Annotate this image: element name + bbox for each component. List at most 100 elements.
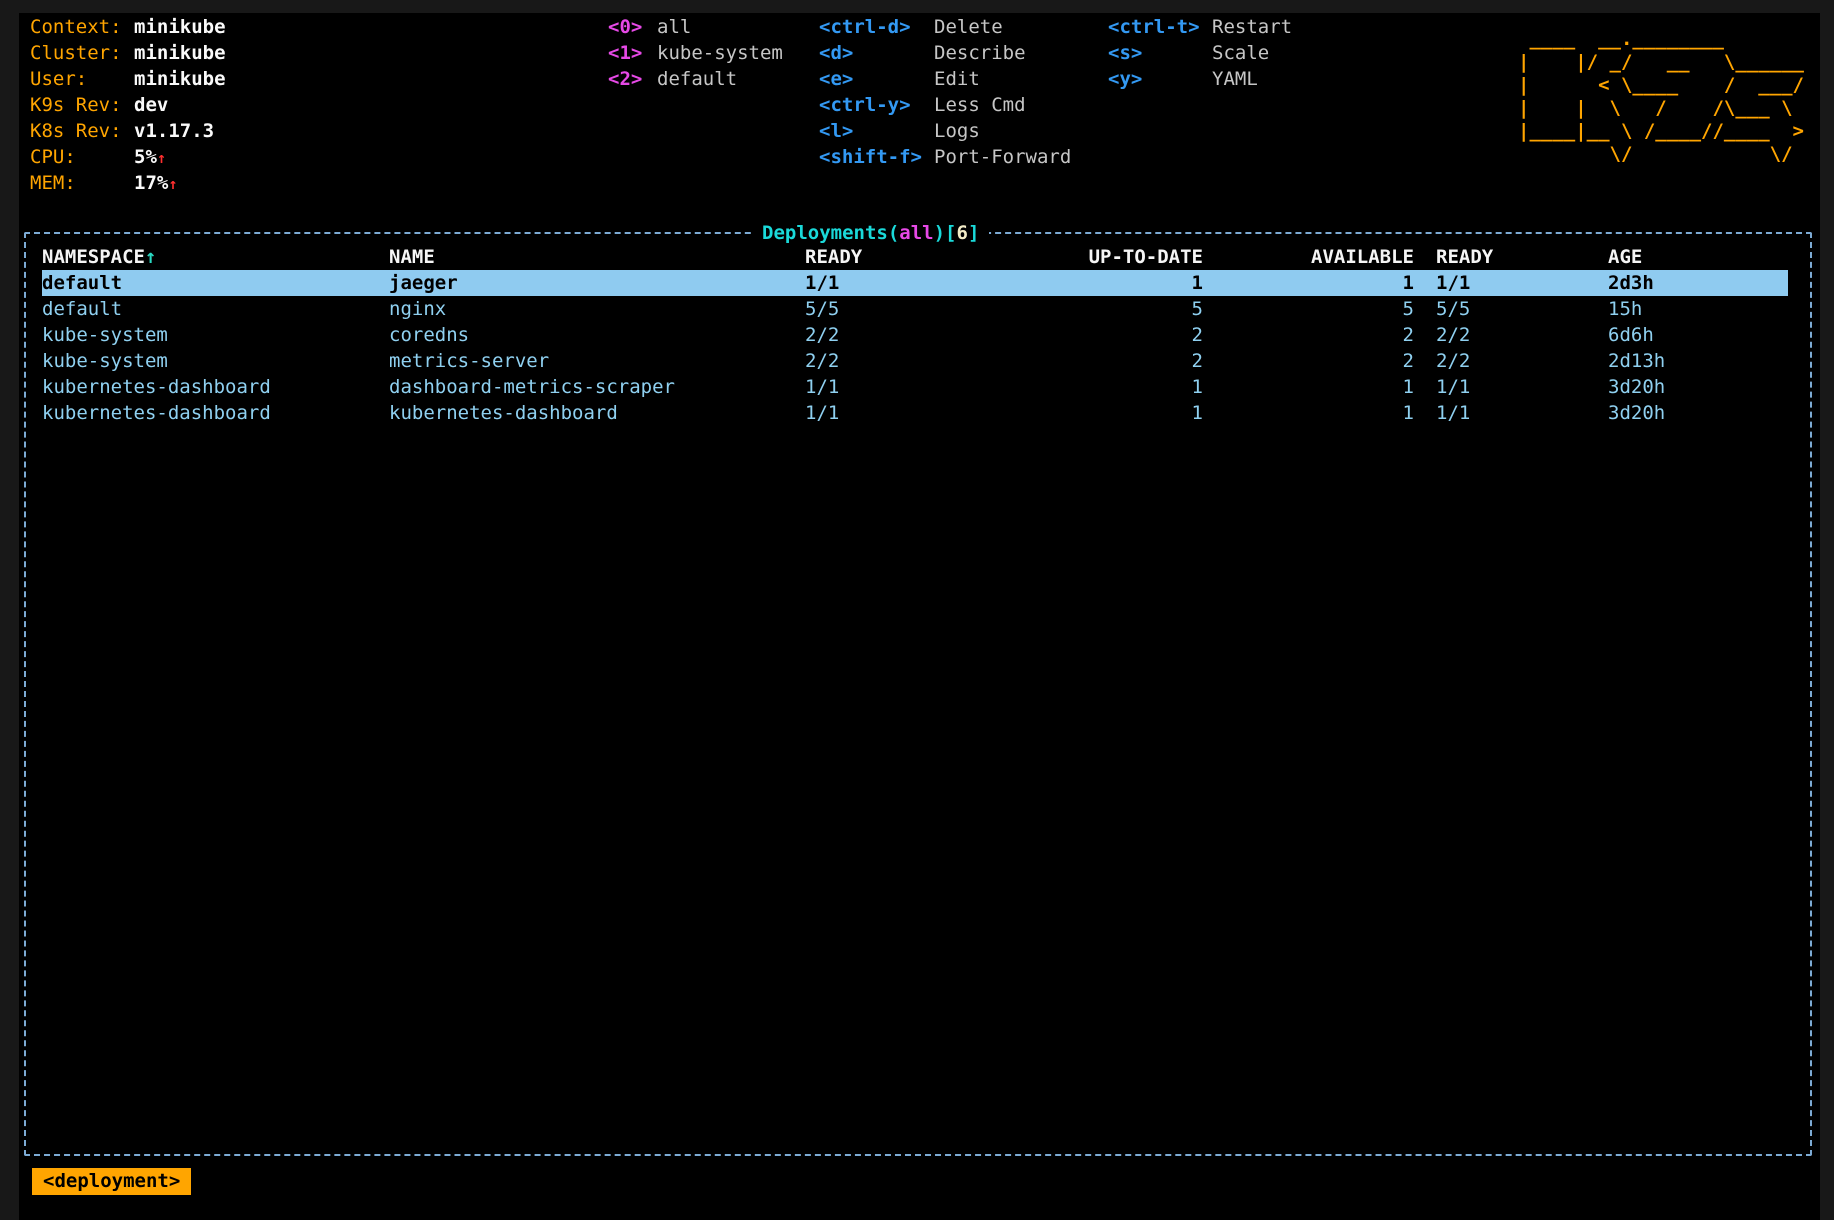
namespace-menu: <0> all <1> kube-system <2> default [608,14,783,92]
cell-name: metrics-server [389,350,550,372]
cell-name: coredns [389,324,470,346]
cluster-info-label: CPU: [30,146,76,168]
cluster-info-row: Context: minikube [30,14,226,40]
cell-namespace: kubernetes-dashboard [42,376,271,398]
table-row[interactable]: kube-system metrics-server 2/2 2 2 2/2 2… [42,348,1788,374]
cluster-info-value: v1.17.3 [134,120,215,142]
shortcut-label: Restart [1212,16,1293,38]
shortcut-label: all [657,16,692,38]
shortcut-key: <s> [1108,42,1143,64]
cluster-info-value: minikube [134,42,226,64]
cell-up-to-date: 1 [1191,376,1203,398]
shortcut-label: Delete [934,16,1003,38]
shortcut-key: <ctrl-y> [819,94,911,116]
cell-age: 3d20h [1608,376,1666,398]
title-count: 6 [956,222,968,244]
cell-name: kubernetes-dashboard [389,402,618,424]
namespace-shortcut[interactable]: <1> kube-system [608,40,783,66]
title-separator: )[ [933,222,957,244]
namespace-shortcut[interactable]: <2> default [608,66,783,92]
cluster-info-row: K9s Rev: dev [30,92,226,118]
cell-namespace: kube-system [42,350,168,372]
cell-ready-2: 1/1 [1436,402,1471,424]
shortcut-key: <ctrl-d> [819,16,911,38]
table-row[interactable]: kubernetes-dashboard dashboard-metrics-s… [42,374,1788,400]
cell-name: dashboard-metrics-scraper [389,376,675,398]
cell-up-to-date: 1 [1191,272,1203,294]
k9s-logo: ____ __.________ | |/ _/ __ \______ | < … [1518,28,1804,165]
shortcut-key: <shift-f> [819,146,922,168]
action-shortcut[interactable]: <s> Scale [1108,40,1292,66]
table-row[interactable]: default jaeger 1/1 1 1 1/1 2d3h [42,270,1788,296]
table-row[interactable]: default nginx 5/5 5 5 5/5 15h [42,296,1788,322]
cluster-info-label: K8s Rev: [30,120,122,142]
cell-name: jaeger [389,272,458,294]
action-shortcut[interactable]: <e> Edit [819,66,1071,92]
action-shortcut[interactable]: <d> Describe [819,40,1071,66]
cell-ready: 1/1 [805,376,840,398]
cell-ready: 2/2 [805,324,840,346]
shortcut-key: <d> [819,42,854,64]
cluster-info-row: CPU: 5%↑ [30,144,226,170]
shortcut-key: <y> [1108,68,1143,90]
action-shortcut[interactable]: <y> YAML [1108,66,1292,92]
action-shortcut[interactable]: <shift-f> Port-Forward [819,144,1071,170]
cell-namespace: kubernetes-dashboard [42,402,271,424]
cell-ready: 5/5 [805,298,840,320]
table-body: default jaeger 1/1 1 1 1/1 2d3h default … [42,270,1788,426]
action-shortcut[interactable]: <l> Logs [819,118,1071,144]
cell-ready-2: 1/1 [1436,272,1471,294]
cell-available: 2 [1402,324,1414,346]
column-header-namespace: NAMESPACE↑ [42,246,157,268]
title-bracket: ] [967,222,980,244]
cell-available: 1 [1402,272,1414,294]
k9s-terminal-window: Context: minikube Cluster: minikube User: m… [19,13,1820,1220]
shortcut-key: <0> [608,16,643,38]
shortcut-label: Less Cmd [934,94,1026,116]
table-row[interactable]: kube-system coredns 2/2 2 2 2/2 6d6h [42,322,1788,348]
column-header-ready: READY [805,246,863,268]
column-header-available: AVAILABLE [1311,246,1414,268]
shortcut-label: default [657,68,738,90]
cluster-info-value: minikube [134,68,226,90]
table-row[interactable]: kubernetes-dashboard kubernetes-dashboar… [42,400,1788,426]
cell-available: 1 [1402,376,1414,398]
shortcut-key: <e> [819,68,854,90]
cluster-info-row: Cluster: minikube [30,40,226,66]
shortcut-label: Edit [934,68,980,90]
column-header-name: NAME [389,246,435,268]
cell-ready: 1/1 [805,272,840,294]
cell-namespace: kube-system [42,324,168,346]
action-shortcut[interactable]: <ctrl-t> Restart [1108,14,1292,40]
metric-up-arrow-icon: ↑ [156,149,166,167]
table-header-row: NAMESPACE↑ NAME READY UP-TO-DATE AVAILAB… [42,244,1788,270]
shortcut-label: Scale [1212,42,1270,64]
action-shortcut[interactable]: <ctrl-y> Less Cmd [819,92,1071,118]
column-header-age: AGE [1608,246,1643,268]
cluster-info-row: K8s Rev: v1.17.3 [30,118,226,144]
cell-ready-2: 2/2 [1436,350,1471,372]
shortcut-key: <2> [608,68,643,90]
resource-crumb[interactable]: <deployment> [32,1168,192,1195]
cluster-info-row: MEM: 17%↑ [30,170,226,196]
shortcut-label: Describe [934,42,1026,64]
column-header-ready-2: READY [1436,246,1494,268]
cell-up-to-date: 5 [1191,298,1203,320]
cell-age: 2d3h [1608,272,1654,294]
cluster-info-value: minikube [134,16,226,38]
cell-ready-2: 1/1 [1436,376,1471,398]
table-title: Deployments(all)[6] [752,220,990,246]
namespace-shortcut[interactable]: <0> all [608,14,783,40]
cluster-info-value: dev [134,94,169,116]
cell-age: 2d13h [1608,350,1666,372]
action-shortcut[interactable]: <ctrl-d> Delete [819,14,1071,40]
shortcut-label: kube-system [657,42,783,64]
cluster-info-value: 5% [134,146,157,168]
deployments-table: Deployments(all)[6] NAMESPACE↑ NAME READ… [24,220,1812,1156]
shortcut-key: <l> [819,120,854,142]
cell-available: 1 [1402,402,1414,424]
sort-arrow-icon: ↑ [144,246,157,268]
shortcut-label: Logs [934,120,980,142]
cluster-info-label: User: [30,68,88,90]
cell-name: nginx [389,298,447,320]
